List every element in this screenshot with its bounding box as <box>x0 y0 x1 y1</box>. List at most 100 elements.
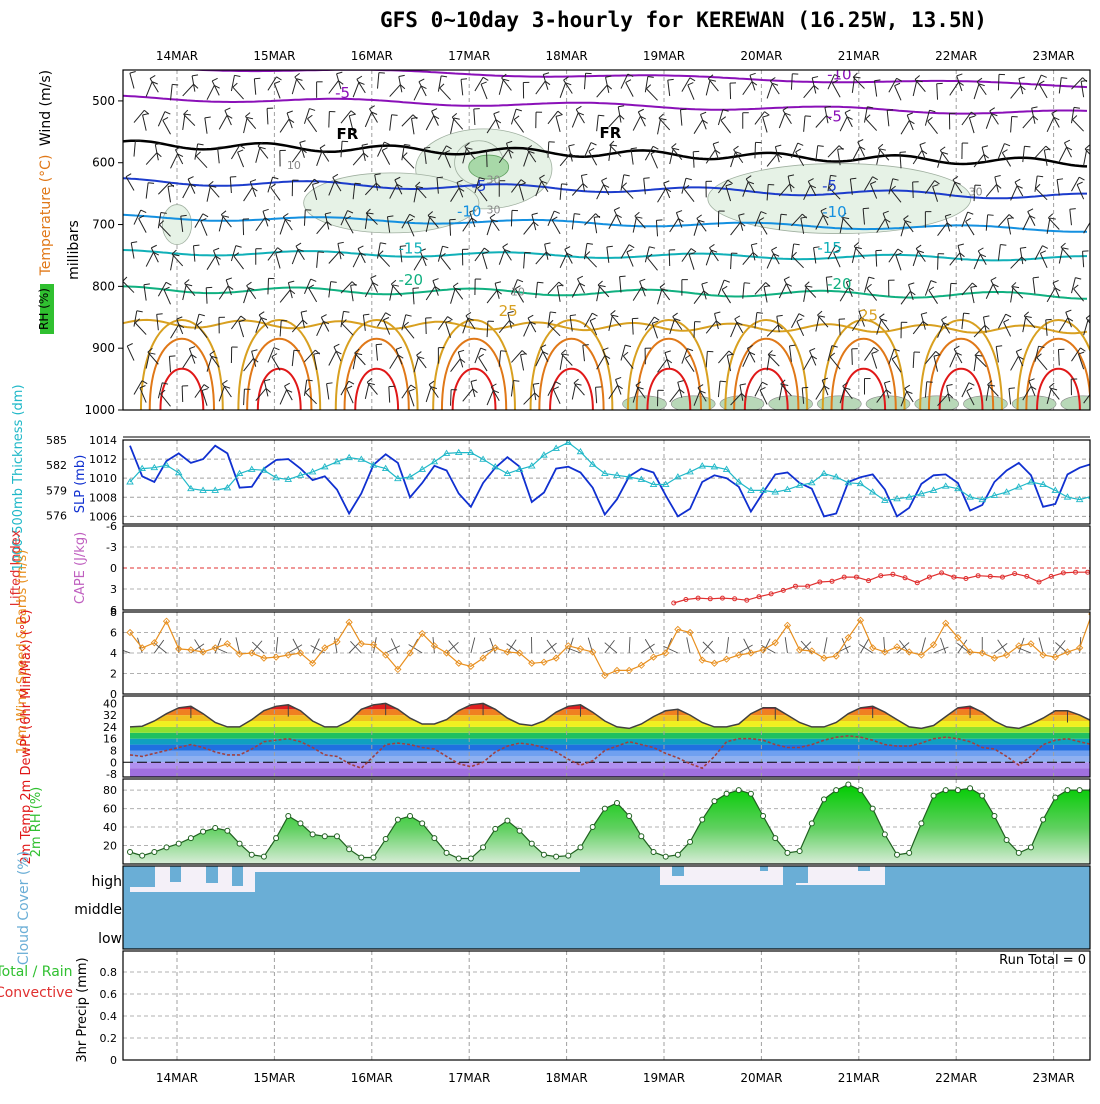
wind-barb-flag <box>996 346 1002 347</box>
isotherm-warm <box>433 320 515 410</box>
wind-barb-flag <box>721 117 726 121</box>
wind-barb <box>353 253 360 267</box>
wind-barb-flag <box>709 244 714 247</box>
wind-barb <box>155 145 158 161</box>
wind-barb-flag <box>384 142 389 145</box>
wind-barb-flag <box>685 355 690 358</box>
wind-barb <box>1073 120 1084 132</box>
isotherm-label: FR <box>600 124 622 142</box>
y-tick-label: 700 <box>92 218 115 232</box>
wind-barb <box>304 109 309 124</box>
wind-barb-flag <box>664 181 670 183</box>
wind-barb-flag <box>565 247 570 250</box>
wind-barb <box>426 287 435 300</box>
wind-barb <box>838 149 841 165</box>
wind-barb-flag <box>790 345 796 346</box>
wind-barb-flag <box>797 319 802 322</box>
x-tick-label-bottom: 23MAR <box>1033 1071 1075 1085</box>
wind-barb <box>168 186 171 202</box>
cloud-level-label: low <box>98 931 122 947</box>
wind-barb-flag <box>307 380 313 381</box>
wind-barb-flag <box>929 287 934 290</box>
wind-barb <box>658 189 666 203</box>
rh-point <box>334 834 339 839</box>
rh-point <box>931 793 936 798</box>
wind-barb <box>378 73 379 89</box>
wind-barb <box>412 118 415 134</box>
wind-barb-flag <box>193 245 199 246</box>
wind-barb-flag <box>494 112 500 114</box>
wind-barb-flag <box>853 73 857 77</box>
wind-barb <box>143 115 147 131</box>
wind-barb-flag <box>646 85 650 89</box>
wind-barb-flag <box>150 353 156 354</box>
wind-barb-flag <box>856 247 862 248</box>
wind-barb <box>378 142 385 157</box>
wind-barb-10m <box>884 637 885 653</box>
cloud-high-bar <box>130 866 155 887</box>
wind-barb <box>382 150 390 164</box>
wind-barb-flag <box>1079 177 1084 180</box>
rh-point <box>639 834 644 839</box>
isotherm-warm <box>442 339 506 410</box>
wind-barb-flag <box>419 79 424 82</box>
wind-barb <box>1058 350 1059 366</box>
wind-barb-flag <box>254 78 260 79</box>
wind-barb-flag <box>768 350 772 354</box>
wind-barb <box>451 390 452 406</box>
wind-barb <box>1011 257 1022 269</box>
wind-barb <box>404 326 414 338</box>
wind-barb-flag <box>1050 218 1056 219</box>
wind-barb <box>230 177 231 193</box>
wind-barb-flag <box>233 83 237 87</box>
wind-barb-flag <box>989 385 995 386</box>
wind-barb-flag <box>513 381 519 382</box>
y-axis-label-precip: 3hr Precip (mm) <box>75 957 90 1062</box>
wind-barb <box>451 288 456 303</box>
wind-barb-flag <box>1033 277 1039 278</box>
slp-tick-label: 1008 <box>89 491 117 504</box>
wind-barb <box>560 354 563 370</box>
wind-barb-flag <box>558 111 563 115</box>
rh-tick-label: 40 <box>103 821 117 834</box>
wind-barb <box>978 251 986 265</box>
wind-barb-flag <box>1091 382 1097 384</box>
y-tick-label: 1000 <box>84 403 115 417</box>
wind-barb-flag <box>355 183 361 184</box>
wind-barb-flag <box>1093 390 1098 394</box>
wind-barb <box>370 109 378 123</box>
wind-barb-flag <box>503 244 508 247</box>
wind-barb-flag <box>273 177 279 179</box>
wind-barb-flag <box>437 177 443 178</box>
wind-barb <box>341 141 342 157</box>
wind-barb-flag <box>380 243 386 244</box>
wind-barb <box>887 110 889 126</box>
wind-barb <box>268 348 274 363</box>
wind-barb-flag <box>765 112 770 116</box>
wind-barb-flag <box>887 110 893 111</box>
wind-barb <box>1094 111 1096 127</box>
wind-barb-flag <box>697 215 702 219</box>
x-tick-label-bottom: 18MAR <box>546 1071 588 1085</box>
wind-barb <box>913 80 917 96</box>
temp-fill <box>123 695 1090 777</box>
wind-barb <box>347 389 354 404</box>
rh-point <box>298 821 303 826</box>
wind-barb-flag <box>953 176 958 179</box>
rh-point <box>371 855 376 860</box>
isotherm-label: -20 <box>399 271 424 289</box>
y-axis-label-rh: RH (%) <box>37 288 51 330</box>
rh-point <box>943 788 948 793</box>
wind-barb <box>1084 219 1092 233</box>
wind-barb <box>974 254 980 269</box>
isotherm-label: -15 <box>399 240 424 258</box>
wind-barb-flag <box>863 208 869 209</box>
wind-barb <box>938 152 943 167</box>
wind-barb <box>471 381 475 397</box>
wind-barb-flag <box>740 384 746 385</box>
cloud-high-bar <box>672 866 684 876</box>
isotherm-label: -5 <box>827 107 842 125</box>
wind-speed-line <box>130 614 1100 676</box>
wind-barb <box>627 252 633 267</box>
wind-barb <box>440 88 451 100</box>
